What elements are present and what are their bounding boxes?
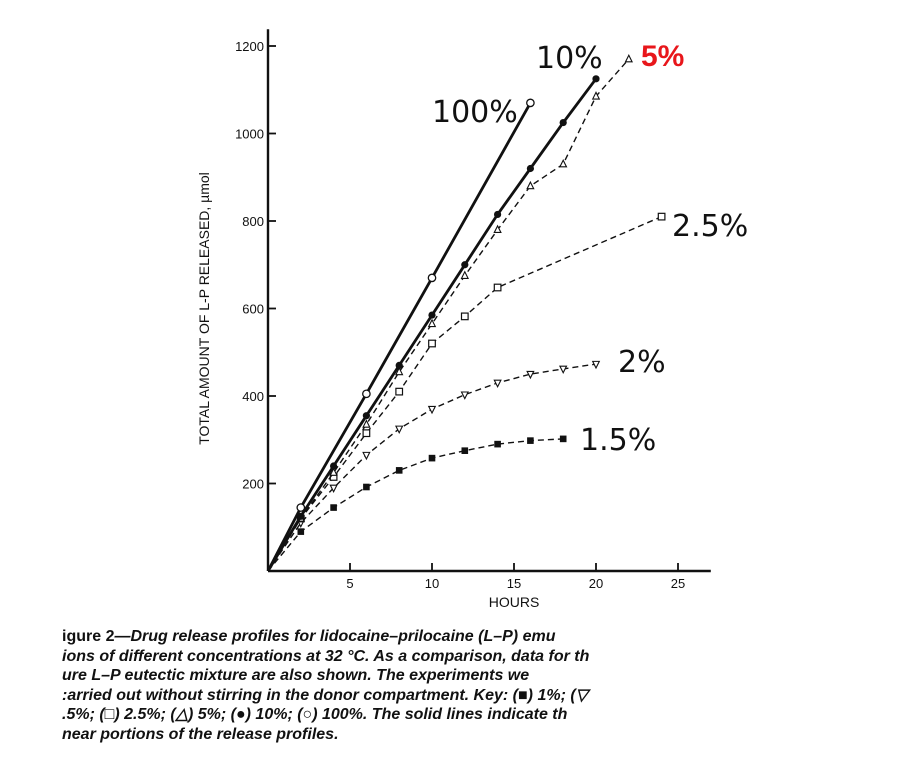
series-1-5pct [267,435,567,572]
x-tick-label: 20 [589,576,603,591]
x-axis-label: HOURS [489,594,540,610]
data-point [460,270,469,279]
series-line [267,438,564,572]
data-point [559,365,568,375]
data-point [461,447,469,454]
data-point [297,512,305,520]
data-point [526,164,535,173]
data-point [494,440,501,448]
data-point [493,283,502,292]
data-point [427,318,437,328]
caption-line: near portions of the release profiles. [62,725,840,745]
data-point [395,425,404,434]
series-annotation-2pct: 2% [618,345,666,380]
data-point [297,528,305,535]
data-point [395,361,403,369]
data-point [494,210,502,219]
data-point [362,412,370,420]
series-line [267,58,630,572]
data-point [395,467,403,474]
data-point [362,389,371,399]
data-point [428,339,436,348]
data-point [559,435,567,443]
data-point [330,504,337,511]
data-point [427,405,437,415]
data-point [428,454,436,462]
x-tick-label: 15 [507,576,521,591]
data-point [427,273,437,283]
caption-line: igure 2—Drug release profiles for lidoca… [62,627,840,647]
y-tick-label: 400 [242,389,264,404]
series-annotation-5pct: 5% [641,40,684,73]
data-point [363,483,370,491]
caption-text: ure L–P eutectic mixture are also shown.… [62,667,530,685]
x-tick-label: 5 [346,576,353,591]
data-point [624,53,633,63]
y-tick-label: 200 [242,477,264,492]
series-line [267,363,597,572]
data-point [591,91,601,100]
data-point [362,419,371,428]
data-point [657,212,666,221]
y-tick-label: 1000 [235,127,264,142]
series-annotation-1-5pct: 1.5% [580,423,656,458]
y-tick-label: 600 [242,302,264,317]
data-point [559,158,568,168]
y-tick-label: 800 [242,214,264,229]
series-10pct [266,75,600,572]
caption-line: .5%; (□) 2.5%; (△) 5%; (●) 10%; (○) 100%… [62,705,840,725]
caption-text: ions of different concentrations at 32 °… [62,647,590,665]
caption-line: ions of different concentrations at 32 °… [62,647,840,667]
series-annotation-10pct: 10% [536,41,603,76]
figure-number: igure 2 [62,628,115,645]
data-point [493,224,502,233]
x-tick-label: 25 [671,576,685,591]
data-point [460,391,469,400]
series-100pct [266,98,535,572]
caption-text: .5%; (□) 2.5%; (△) 5%; (●) 10%; (○) 100%… [62,706,568,724]
data-point [329,467,338,476]
data-point [395,387,404,396]
figure-caption: igure 2—Drug release profiles for lidoca… [62,627,840,745]
series-5pct [267,53,633,572]
y-axis-label: TOTAL AMOUNT OF L-P RELEASED, µmol [196,172,212,445]
data-point [330,462,338,470]
data-point [296,503,306,512]
series-annotation-100pct: 100% [432,95,518,130]
data-point [526,98,535,108]
data-point [461,261,469,269]
caption-line: ure L–P eutectic mixture are also shown.… [62,666,840,686]
data-point [493,379,502,389]
data-point [395,366,404,376]
data-point [527,437,534,444]
data-point [526,370,535,380]
data-point [362,451,371,461]
data-point [559,118,567,127]
series-annotation-2-5pct: 2.5% [672,209,748,244]
caption-text: :arried out without stirring in the dono… [62,686,588,704]
y-tick-label: 1200 [235,39,264,54]
data-point [526,180,535,190]
data-point [591,360,601,370]
data-point [362,429,371,438]
x-tick-label: 10 [425,576,439,591]
release-profile-chart: 200 400 600 800 1000 1200 5 10 15 20 25 HOURS TOTAL … [196,29,748,610]
data-point [592,75,600,83]
caption-line: :arried out without stirring in the dono… [62,686,840,706]
series-line [266,102,532,572]
data-point [329,484,338,494]
caption-text: near portions of the release profiles. [62,725,339,743]
series-2pct [267,360,601,572]
caption-text: —Drug release profiles for lidocaine–pri… [114,628,556,645]
data-point [460,312,469,321]
data-point [428,311,436,319]
